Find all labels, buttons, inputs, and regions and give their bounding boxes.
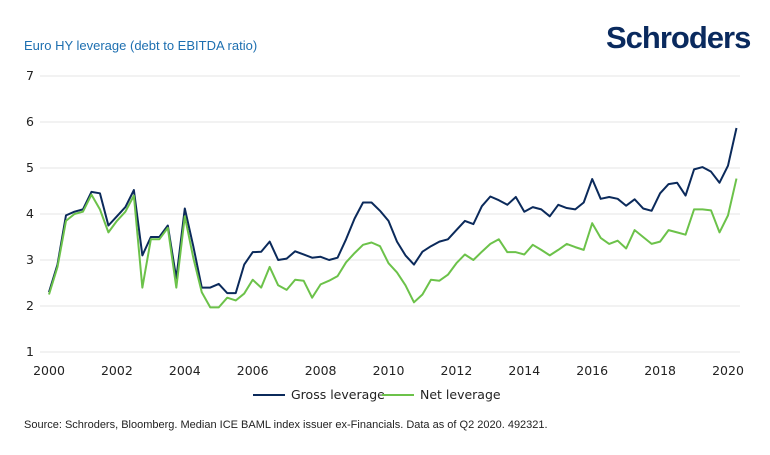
schroders-logo: Schroders: [606, 20, 751, 55]
x-tick-label: 2016: [576, 363, 608, 378]
y-tick-label: 7: [26, 68, 34, 83]
x-tick-label: 2010: [373, 363, 405, 378]
y-tick-label: 1: [26, 344, 34, 359]
x-tick-label: 2006: [237, 363, 269, 378]
legend-label: Gross leverage: [291, 387, 385, 402]
x-tick-label: 2018: [644, 363, 676, 378]
y-tick-label: 2: [26, 298, 34, 313]
series-line-gross-leverage: [48, 127, 738, 295]
source-note: Source: Schroders, Bloomberg. Median ICE…: [24, 419, 548, 431]
x-tick-label: 2002: [101, 363, 133, 378]
y-tick-label: 5: [26, 160, 34, 175]
y-tick-label: 4: [26, 206, 34, 221]
legend-label: Net leverage: [420, 387, 501, 402]
series-line-net-leverage: [48, 178, 738, 309]
x-tick-label: 2004: [169, 363, 201, 378]
x-tick-label: 2012: [440, 363, 472, 378]
x-tick-label: 2008: [305, 363, 337, 378]
x-tick-label: 2000: [33, 363, 65, 378]
x-tick-label: 2014: [508, 363, 540, 378]
y-tick-label: 3: [26, 252, 34, 267]
y-tick-label: 6: [26, 114, 34, 129]
chart-title: Euro HY leverage (debt to EBITDA ratio): [24, 38, 258, 53]
x-tick-label: 2020: [712, 363, 744, 378]
